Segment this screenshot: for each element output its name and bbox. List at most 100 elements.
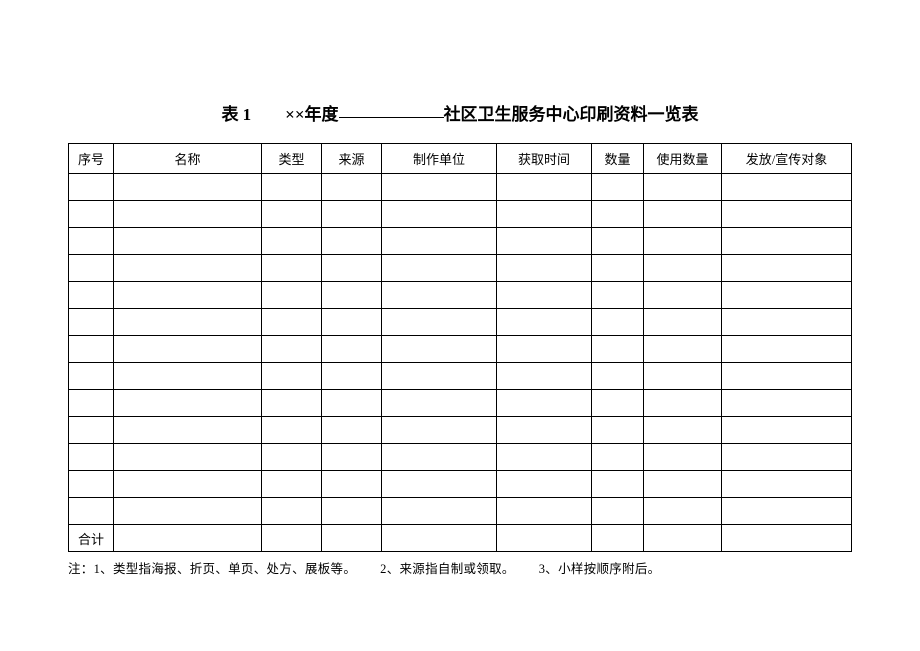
cell xyxy=(722,336,852,363)
col-header-type: 类型 xyxy=(262,144,322,174)
cell xyxy=(69,363,114,390)
cell xyxy=(644,255,722,282)
cell xyxy=(592,417,644,444)
materials-table: 序号 名称 类型 来源 制作单位 获取时间 数量 使用数量 发放/宣传对象 xyxy=(68,143,852,552)
cell xyxy=(592,336,644,363)
cell xyxy=(114,498,262,525)
cell xyxy=(592,525,644,552)
cell xyxy=(262,336,322,363)
cell xyxy=(722,471,852,498)
footnote-part-2: 2、来源指自制或领取。 xyxy=(380,562,515,576)
cell xyxy=(592,201,644,228)
table-row xyxy=(69,498,852,525)
cell xyxy=(262,444,322,471)
title-suffix: 社区卫生服务中心印刷资料一览表 xyxy=(444,105,699,124)
cell xyxy=(322,174,382,201)
cell xyxy=(592,363,644,390)
cell xyxy=(69,282,114,309)
cell xyxy=(382,309,497,336)
table-row xyxy=(69,309,852,336)
cell xyxy=(382,471,497,498)
cell xyxy=(69,228,114,255)
cell xyxy=(114,228,262,255)
cell xyxy=(382,417,497,444)
cell xyxy=(382,525,497,552)
col-header-maker: 制作单位 xyxy=(382,144,497,174)
cell xyxy=(322,417,382,444)
cell xyxy=(114,309,262,336)
title-prefix: 表 1 ××年度 xyxy=(221,105,338,124)
table-row xyxy=(69,336,852,363)
table-row xyxy=(69,201,852,228)
cell xyxy=(592,471,644,498)
col-header-useqty: 使用数量 xyxy=(644,144,722,174)
cell xyxy=(114,336,262,363)
cell xyxy=(644,444,722,471)
cell xyxy=(382,336,497,363)
cell xyxy=(644,417,722,444)
cell xyxy=(69,309,114,336)
table-row xyxy=(69,363,852,390)
cell xyxy=(382,255,497,282)
cell xyxy=(592,444,644,471)
cell xyxy=(322,228,382,255)
footnote: 注：1、类型指海报、折页、单页、处方、展板等。 2、来源指自制或领取。 3、小样按顺… xyxy=(68,558,852,577)
cell xyxy=(114,444,262,471)
cell xyxy=(262,471,322,498)
cell xyxy=(722,498,852,525)
cell xyxy=(592,174,644,201)
cell xyxy=(497,282,592,309)
cell xyxy=(382,498,497,525)
cell xyxy=(497,228,592,255)
footnote-part-1: 注：1、类型指海报、折页、单页、处方、展板等。 xyxy=(68,562,356,576)
cell xyxy=(114,390,262,417)
cell xyxy=(322,282,382,309)
table-total-row: 合计 xyxy=(69,525,852,552)
cell xyxy=(262,417,322,444)
title-blank-line xyxy=(339,117,444,118)
cell xyxy=(497,309,592,336)
cell xyxy=(69,201,114,228)
cell xyxy=(497,498,592,525)
table-row xyxy=(69,444,852,471)
cell xyxy=(722,228,852,255)
cell xyxy=(69,444,114,471)
cell xyxy=(382,390,497,417)
cell xyxy=(114,174,262,201)
table-row xyxy=(69,417,852,444)
cell xyxy=(644,390,722,417)
col-header-time: 获取时间 xyxy=(497,144,592,174)
cell xyxy=(722,255,852,282)
col-header-qty: 数量 xyxy=(592,144,644,174)
cell xyxy=(69,255,114,282)
table-row xyxy=(69,228,852,255)
cell xyxy=(592,498,644,525)
footnote-part-3: 3、小样按顺序附后。 xyxy=(539,562,661,576)
cell xyxy=(497,336,592,363)
cell xyxy=(644,174,722,201)
cell xyxy=(69,336,114,363)
cell xyxy=(262,255,322,282)
cell xyxy=(114,525,262,552)
cell xyxy=(114,471,262,498)
cell xyxy=(322,255,382,282)
table-row xyxy=(69,471,852,498)
cell xyxy=(592,390,644,417)
cell xyxy=(262,228,322,255)
cell xyxy=(322,471,382,498)
cell xyxy=(644,471,722,498)
col-header-name: 名称 xyxy=(114,144,262,174)
table-row xyxy=(69,390,852,417)
cell xyxy=(592,282,644,309)
cell xyxy=(497,201,592,228)
cell xyxy=(322,525,382,552)
cell xyxy=(69,417,114,444)
cell xyxy=(69,471,114,498)
cell xyxy=(262,363,322,390)
cell xyxy=(722,174,852,201)
cell xyxy=(722,390,852,417)
cell xyxy=(262,525,322,552)
cell xyxy=(322,390,382,417)
cell xyxy=(497,390,592,417)
cell xyxy=(322,336,382,363)
